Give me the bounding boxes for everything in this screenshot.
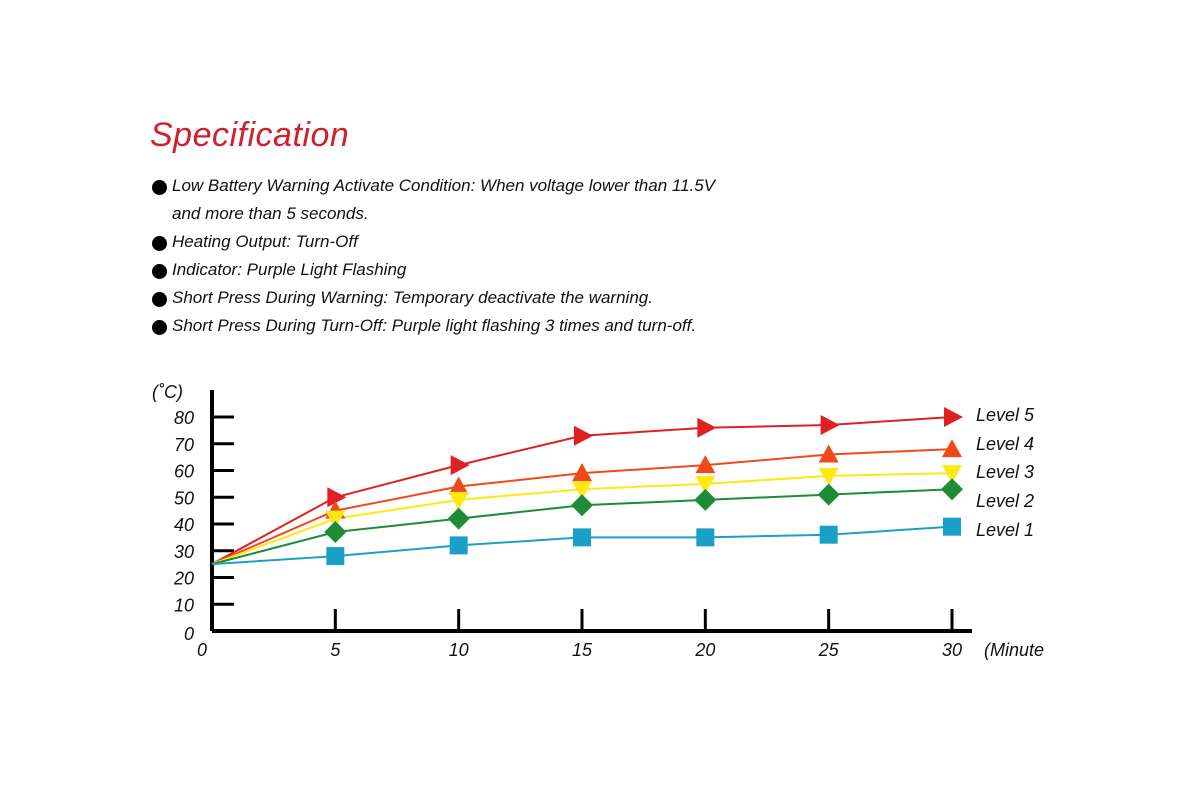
spec-item-text: Short Press During Warning: Temporary de… <box>172 288 653 307</box>
spec-item-indicator: Indicator: Purple Light Flashing <box>152 256 715 284</box>
data-point <box>942 439 962 458</box>
bullet-icon <box>152 292 167 307</box>
data-point <box>943 517 961 536</box>
data-point <box>324 521 347 544</box>
data-point <box>820 415 840 436</box>
spec-item-text: Heating Output: Turn-Off <box>172 232 358 251</box>
data-point <box>573 528 591 547</box>
spec-title: Specification <box>150 116 350 154</box>
legend-label: Level 1 <box>976 520 1034 540</box>
data-point <box>450 455 470 476</box>
y-tick-label: 80 <box>174 408 194 428</box>
bullet-icon <box>152 264 167 279</box>
data-point <box>942 465 962 484</box>
x-tick-label: 30 <box>942 640 962 660</box>
data-point <box>448 476 469 495</box>
data-point <box>817 483 840 506</box>
data-point <box>694 488 717 511</box>
x-tick-label: 20 <box>694 640 715 660</box>
x-tick-label: 5 <box>330 640 341 660</box>
data-point <box>574 425 593 446</box>
y-tick-label: 20 <box>173 569 194 589</box>
data-point <box>819 525 838 544</box>
data-point <box>818 467 839 486</box>
legend-label: Level 5 <box>976 405 1035 425</box>
data-point <box>448 491 469 510</box>
data-point <box>696 528 715 547</box>
data-point <box>697 417 717 438</box>
spec-item-low-battery: Low Battery Warning Activate Condition: … <box>152 172 715 228</box>
y-tick-label: 60 <box>174 462 194 482</box>
x-tick-label: 0 <box>197 640 207 660</box>
data-point <box>572 463 592 482</box>
data-point <box>449 536 468 555</box>
spec-item-text: Low Battery Warning Activate Condition: … <box>172 176 716 195</box>
legend-label: Level 4 <box>976 434 1034 454</box>
data-point <box>695 455 716 474</box>
y-tick-label: 50 <box>174 488 194 508</box>
y-tick-label: 70 <box>174 435 194 455</box>
bullet-icon <box>152 180 167 195</box>
x-tick-label: 10 <box>449 640 469 660</box>
data-point <box>327 487 347 508</box>
spec-item-heating-output: Heating Output: Turn-Off <box>152 228 715 256</box>
y-tick-label: 40 <box>174 515 194 535</box>
x-tick-label: 15 <box>572 640 593 660</box>
spec-item-short-press-warning: Short Press During Warning: Temporary de… <box>152 284 715 312</box>
spec-item-continuation: and more than 5 seconds. <box>172 204 369 223</box>
spec-list: Low Battery Warning Activate Condition: … <box>152 172 715 340</box>
data-point <box>447 507 470 530</box>
spec-item-text: Indicator: Purple Light Flashing <box>172 260 407 279</box>
spec-item-short-press-turnoff: Short Press During Turn-Off: Purple ligh… <box>152 312 715 340</box>
x-tick-label: 25 <box>818 640 840 660</box>
y-tick-label: 0 <box>184 624 194 644</box>
y-tick-label: 30 <box>174 542 194 562</box>
legend-label: Level 2 <box>976 491 1034 511</box>
bullet-icon <box>152 320 167 335</box>
spec-item-text: Short Press During Turn-Off: Purple ligh… <box>172 316 697 335</box>
data-point <box>818 444 839 463</box>
data-point <box>944 407 963 427</box>
bullet-icon <box>152 236 167 251</box>
data-point <box>941 478 963 501</box>
data-point <box>572 481 592 500</box>
legend-label: Level 3 <box>976 462 1034 482</box>
data-point <box>695 475 716 494</box>
data-point <box>325 510 346 529</box>
data-point <box>326 547 345 566</box>
y-tick-label: 10 <box>174 595 194 615</box>
data-point <box>571 494 593 517</box>
x-axis-label: (Minute <box>984 640 1044 660</box>
y-axis-label: (˚C) <box>152 382 183 402</box>
